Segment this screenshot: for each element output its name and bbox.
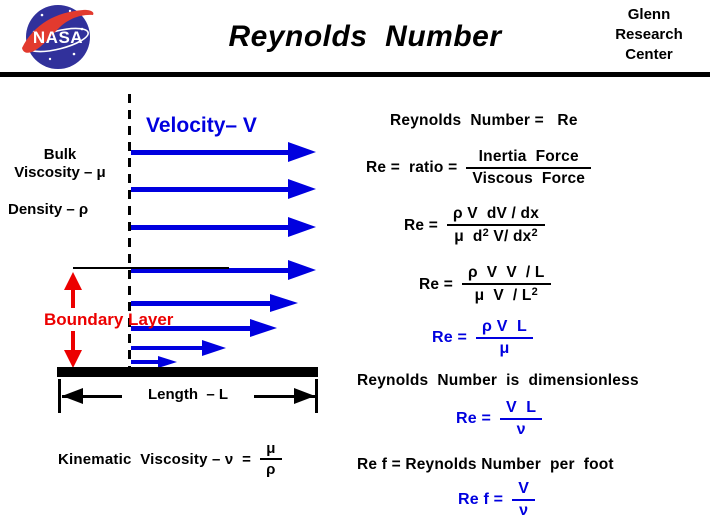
fraction-bar: [512, 499, 536, 501]
velocity-arrow-shaft: [131, 267, 290, 273]
header-divider: [0, 72, 710, 77]
velocity-arrowhead-icon: [288, 142, 316, 162]
velocity-arrowhead-icon: [288, 217, 316, 237]
density-label: Density – ρ: [8, 201, 89, 218]
velocity-arrowhead-icon: [158, 355, 177, 368]
velocity-arrow-shaft: [131, 186, 290, 192]
velocity-arrowhead-icon: [202, 340, 226, 356]
org-line: Glenn: [627, 6, 671, 23]
velocity-arrowhead-icon: [288, 260, 316, 280]
fraction-bar: [466, 167, 592, 169]
kinematic-fraction: μ ρ: [260, 440, 282, 478]
nasa-logo-icon: NASA: [22, 5, 94, 69]
velocity-arrow-shaft: [131, 360, 160, 364]
svg-text:NASA: NASA: [33, 28, 83, 47]
length-arrowhead-left-icon: [62, 388, 83, 404]
org-line: Research: [615, 26, 683, 43]
fraction-bar: [500, 418, 543, 420]
boundary-layer-top-line: [73, 267, 229, 269]
fraction-bar: [461, 283, 551, 285]
length-tick-right: [315, 379, 318, 413]
org-line: Center: [625, 46, 673, 63]
velocity-arrowhead-icon: [270, 293, 298, 312]
velocity-arrow-shaft: [131, 325, 252, 331]
org-name: Glenn Research Center: [591, 5, 707, 65]
kinematic-viscosity-equation: Kinematic Viscosity – ν = μ ρ: [58, 440, 282, 478]
bulk-viscosity-label: Bulk Viscosity – μ: [14, 146, 106, 181]
scale-fraction: ρ V V / L μ V / L2: [461, 264, 551, 305]
re-per-foot-equation: Re f = V ν: [458, 480, 536, 520]
kinematic-re-equation: Re = V L ν: [456, 399, 543, 439]
re-per-foot-fraction: V ν: [512, 480, 536, 520]
velocity-arrow-shaft: [131, 346, 204, 350]
ratio-fraction: Inertia Force Viscous Force: [466, 148, 592, 188]
fraction-bar: [260, 458, 282, 460]
boundary-layer-up-arrow: [71, 289, 75, 308]
velocity-arrowhead-icon: [288, 179, 316, 199]
length-tick-left: [58, 379, 61, 413]
length-arrowhead-right-icon: [294, 388, 315, 404]
fraction-bar: [476, 337, 533, 339]
inlet-dashed-line: [128, 94, 131, 368]
final-re-equation: Re = ρ V L μ: [432, 318, 533, 358]
velocity-arrow-shaft: [131, 224, 290, 230]
boundary-layer-label: Boundary Layer: [44, 310, 174, 329]
velocity-arrowhead-icon: [250, 319, 277, 337]
velocity-arrow-shaft: [131, 149, 290, 155]
boundary-layer-up-arrowhead-icon: [64, 272, 82, 290]
boundary-layer-down-arrowhead-icon: [64, 350, 82, 368]
page-title: Reynolds Number: [228, 20, 502, 53]
velocity-arrow-shaft: [131, 300, 272, 306]
velocity-label: Velocity– V: [146, 114, 257, 137]
kinematic-lhs: Kinematic Viscosity – ν =: [58, 450, 252, 468]
length-label: Length – L: [122, 386, 254, 403]
kinematic-re-fraction: V L ν: [500, 399, 543, 439]
dimensionless-note: Reynolds Number is dimensionless: [357, 372, 639, 389]
reynolds-heading: Reynolds Number = Re: [390, 112, 578, 129]
ratio-equation: Re = ratio = Inertia Force Viscous Force: [366, 148, 592, 188]
fraction-bar: [446, 224, 546, 226]
flat-plate: [57, 367, 318, 377]
final-fraction: ρ V L μ: [476, 318, 533, 358]
per-foot-note: Re f = Reynolds Number per foot: [357, 456, 614, 473]
scale-equation: Re = ρ V V / L μ V / L2: [419, 264, 551, 305]
boundary-layer-down-arrow: [71, 331, 75, 351]
differential-fraction: ρ V dV / dx μ d2 V/ dx2: [446, 205, 546, 246]
differential-equation: Re = ρ V dV / dx μ d2 V/ dx2: [404, 205, 546, 246]
